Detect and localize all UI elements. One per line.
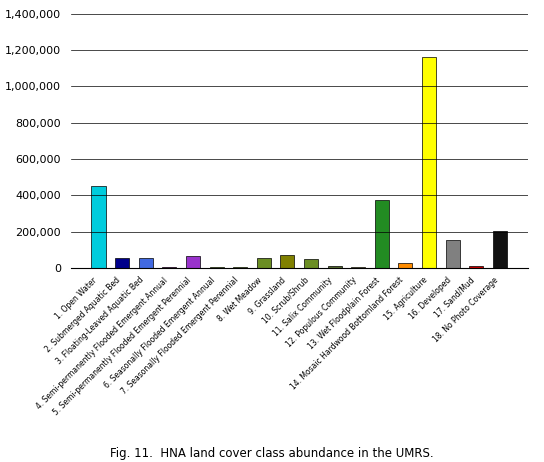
Bar <box>233 267 248 268</box>
Bar <box>493 231 507 268</box>
Bar <box>280 255 294 268</box>
Bar <box>257 258 271 268</box>
Bar <box>446 240 460 268</box>
Bar <box>351 267 365 268</box>
Bar <box>186 256 200 268</box>
Bar <box>469 266 483 268</box>
Bar <box>327 266 342 268</box>
Bar <box>115 258 129 268</box>
Bar <box>162 267 176 268</box>
Bar <box>422 57 436 268</box>
Bar <box>209 267 224 268</box>
Bar <box>91 186 106 268</box>
Text: Fig. 11.  HNA land cover class abundance in the UMRS.: Fig. 11. HNA land cover class abundance … <box>110 447 434 460</box>
Bar <box>139 258 153 268</box>
Bar <box>304 259 318 268</box>
Bar <box>375 200 389 268</box>
Bar <box>398 263 412 268</box>
